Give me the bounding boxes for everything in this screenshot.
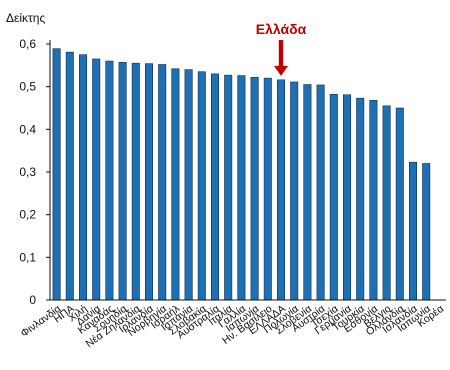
bar-2 bbox=[65, 51, 74, 301]
bar-12 bbox=[197, 71, 206, 301]
bar-29 bbox=[422, 163, 431, 301]
y-tick-label: 0,6 bbox=[19, 37, 36, 51]
bar-13 bbox=[211, 73, 219, 301]
bar-10 bbox=[171, 68, 180, 301]
y-tick-label: 0,5 bbox=[19, 80, 36, 94]
bar-9 bbox=[158, 64, 167, 301]
bar-16 bbox=[250, 76, 259, 301]
bar-15 bbox=[237, 75, 246, 301]
bar-1 bbox=[52, 48, 61, 301]
y-axis-label: Δείκτης bbox=[6, 11, 45, 25]
down-arrow-icon bbox=[274, 40, 288, 76]
bar-28 bbox=[409, 161, 417, 301]
bar-4 bbox=[92, 58, 101, 301]
y-tick-label: 0,1 bbox=[19, 250, 36, 264]
greece-annotation-label: Ελλάδα bbox=[256, 21, 307, 37]
bar-27 bbox=[395, 107, 404, 301]
y-tick-label: 0,4 bbox=[19, 122, 36, 136]
bar-21 bbox=[316, 84, 325, 301]
bar-5 bbox=[105, 60, 114, 301]
bar-26 bbox=[382, 105, 391, 301]
bars bbox=[52, 48, 431, 301]
bar-18 bbox=[277, 79, 285, 301]
bar-23 bbox=[343, 94, 351, 301]
bar-25 bbox=[369, 100, 378, 301]
bar-3 bbox=[79, 54, 87, 301]
bar-14 bbox=[224, 74, 233, 301]
bar-8 bbox=[145, 63, 153, 301]
y-tick-label: 0,2 bbox=[19, 208, 36, 222]
bar-24 bbox=[356, 97, 365, 301]
y-tick-label: 0,3 bbox=[19, 165, 36, 179]
bar-17 bbox=[263, 77, 272, 301]
bar-6 bbox=[118, 62, 127, 301]
bar-7 bbox=[131, 62, 140, 301]
bar-22 bbox=[329, 94, 338, 301]
bar-11 bbox=[184, 69, 193, 301]
y-tick-label: 0 bbox=[29, 293, 36, 307]
y-axis-ticks: 0 0,1 0,2 0,3 0,4 0,5 0,6 bbox=[19, 37, 50, 307]
greece-annotation: Ελλάδα bbox=[256, 21, 307, 76]
axes bbox=[49, 40, 446, 301]
bar-19 bbox=[290, 81, 299, 301]
bar-20 bbox=[303, 84, 312, 301]
